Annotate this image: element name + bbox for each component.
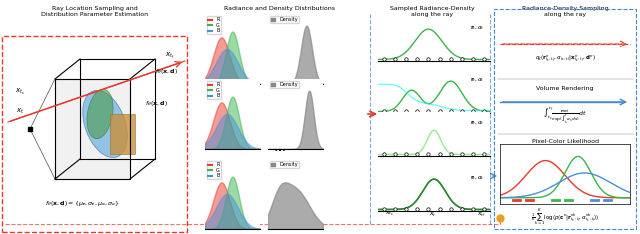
Text: $\int_{t_s}^{t_f} \frac{\mathbf{r}_t \alpha_t}{\exp(\int_{t_s}^t \alpha_s ds)} d: $\int_{t_s}^{t_f} \frac{\mathbf{r}_t \al… [543, 106, 587, 126]
Polygon shape [55, 79, 130, 179]
Text: $x_{t_s}$: $x_{t_s}$ [15, 87, 25, 97]
Point [479, 109, 490, 113]
Point [435, 152, 445, 155]
Text: $\mathbf{r}_t, \alpha_t$: $\mathbf{r}_t, \alpha_t$ [470, 119, 484, 127]
Point [468, 57, 478, 60]
Ellipse shape [83, 90, 127, 157]
Text: $f_\theta(\mathbf{x}, \mathbf{d})$: $f_\theta(\mathbf{x}, \mathbf{d})$ [145, 99, 168, 109]
Point [412, 207, 422, 210]
Point [457, 207, 467, 210]
Ellipse shape [87, 89, 113, 139]
Point [468, 152, 478, 155]
Text: ...: ... [273, 140, 287, 154]
Point [445, 57, 456, 60]
Legend: Density: Density [271, 16, 299, 23]
Point [378, 152, 388, 155]
Point [378, 207, 388, 210]
Text: $\bar{x}_t$: $\bar{x}_t$ [429, 209, 437, 219]
Point [457, 57, 467, 60]
Point [412, 152, 422, 155]
Point [445, 207, 456, 210]
Point [390, 207, 400, 210]
Point [390, 109, 400, 113]
Text: $q_\theta(\alpha|\mathbf{x})$: $q_\theta(\alpha|\mathbf{x})$ [277, 215, 303, 226]
Text: Radiance-Density Sampling
along the ray: Radiance-Density Sampling along the ray [522, 6, 608, 17]
Point [457, 109, 467, 113]
Text: $x_t$: $x_t$ [16, 106, 24, 116]
Point [423, 207, 433, 210]
Text: ⋮: ⋮ [275, 142, 285, 152]
Point [479, 207, 490, 210]
Legend: R, G, B: R, G, B [207, 161, 221, 179]
Text: Volume Rendering: Volume Rendering [536, 86, 594, 91]
Point [479, 152, 490, 155]
Text: Radiance and Density Distributions: Radiance and Density Distributions [225, 6, 335, 11]
Text: $f_\theta(\mathbf{x}, \mathbf{d})$: $f_\theta(\mathbf{x}, \mathbf{d})$ [155, 67, 178, 77]
Point [445, 109, 456, 113]
Legend: R, G, B: R, G, B [207, 81, 221, 99]
Text: Sampled Radiance-Density
along the ray: Sampled Radiance-Density along the ray [390, 6, 474, 17]
Point [401, 57, 411, 60]
Text: $f_\theta(\mathbf{x}, \mathbf{d}) = \{\mu_\mathbf{r}, \sigma_\mathbf{r}, \mu_\al: $f_\theta(\mathbf{x}, \mathbf{d}) = \{\m… [45, 200, 120, 208]
Point [390, 57, 400, 60]
Text: $x_{t_f}$: $x_{t_f}$ [165, 51, 175, 61]
Point [457, 152, 467, 155]
Point [412, 57, 422, 60]
Point [401, 152, 411, 155]
Text: $x_{t_s}$: $x_{t_s}$ [385, 210, 394, 218]
Point [378, 57, 388, 60]
Text: Ray Location Sampling and
Distribution Parameter Estimation: Ray Location Sampling and Distribution P… [42, 6, 148, 17]
Text: $q_\theta(\mathbf{r}|\mathbf{x}, \mathbf{d})$: $q_\theta(\mathbf{r}|\mathbf{x}, \mathbf… [215, 215, 249, 226]
Point [423, 109, 433, 113]
Text: Pixel-Color Likelihood: Pixel-Color Likelihood [531, 139, 598, 144]
Point [378, 109, 388, 113]
Legend: Density: Density [271, 81, 299, 88]
Point [468, 109, 478, 113]
Legend: Density: Density [271, 161, 299, 168]
Point [468, 207, 478, 210]
Text: $\mathbf{r}_t, \alpha_t$: $\mathbf{r}_t, \alpha_t$ [470, 24, 484, 32]
Point [435, 207, 445, 210]
Point [423, 57, 433, 60]
Point [401, 109, 411, 113]
Text: $\mathbf{r}_t, \alpha_t$: $\mathbf{r}_t, \alpha_t$ [470, 76, 484, 84]
Point [435, 109, 445, 113]
Text: $\frac{1}{K}\sum_{k=1}^K \log(p(\mathbf{c}^n|\mathbf{r}^{nk}_{t_s:t_f}, \alpha^{: $\frac{1}{K}\sum_{k=1}^K \log(p(\mathbf{… [531, 208, 599, 228]
Text: $q_\ell(\mathbf{r}^n_{t_s:t_f}, \alpha_{t_s:t_f}|\mathbf{x}^n_{t_s:t_f}, \mathbf: $q_\ell(\mathbf{r}^n_{t_s:t_f}, \alpha_{… [534, 54, 595, 64]
Text: $\mathbf{r}_t, \alpha_t$: $\mathbf{r}_t, \alpha_t$ [470, 174, 484, 182]
Text: $\bar{x}_{t_f}$: $\bar{x}_{t_f}$ [477, 209, 486, 219]
Point [479, 57, 490, 60]
Point [401, 207, 411, 210]
Point [412, 109, 422, 113]
Point [435, 57, 445, 60]
Text: ⋮: ⋮ [428, 144, 438, 154]
Polygon shape [110, 114, 135, 154]
Point [445, 152, 456, 155]
Point [423, 152, 433, 155]
Point [390, 152, 400, 155]
Legend: R, G, B: R, G, B [207, 16, 221, 34]
